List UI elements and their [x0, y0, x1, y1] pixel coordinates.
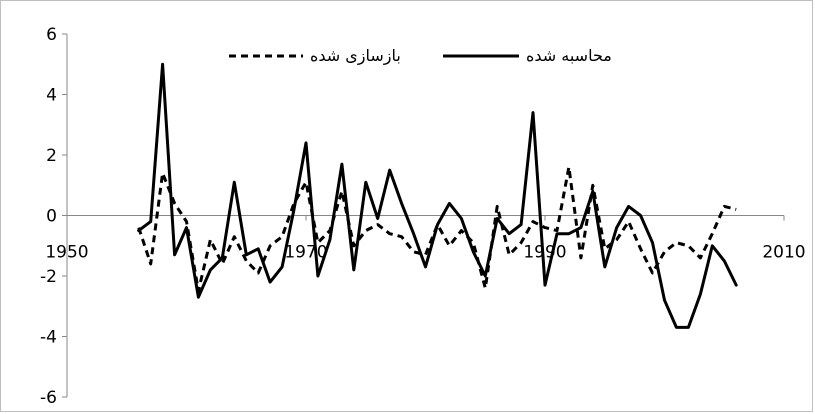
x-tick-label: 1950	[45, 243, 88, 263]
y-tick-label: 4	[46, 86, 57, 106]
y-tick-label: -6	[40, 388, 57, 408]
x-tick-label: 2010	[762, 243, 805, 263]
chart-series	[137, 62, 738, 329]
y-tick-label: 6	[46, 25, 57, 45]
x-tick-label: 1970	[284, 243, 327, 263]
legend-label-reconstructed: بازسازی شده	[310, 46, 401, 66]
chart-legend: بازسازی شده محاسبه شده	[229, 46, 612, 66]
y-tick-label: 0	[46, 207, 57, 227]
chart-axes: -6 -4 -2 0 2 4 6 1950 1970 1990 2010	[40, 25, 806, 408]
x-tick-label: 1990	[523, 243, 566, 263]
y-tick-label: 2	[46, 146, 57, 166]
y-tick-label: -2	[40, 267, 57, 287]
y-tick-label: -4	[40, 328, 57, 348]
series-line-reconstructed	[137, 165, 737, 293]
series-line-computed	[137, 62, 738, 329]
legend-label-computed: محاسبه شده	[526, 46, 612, 65]
